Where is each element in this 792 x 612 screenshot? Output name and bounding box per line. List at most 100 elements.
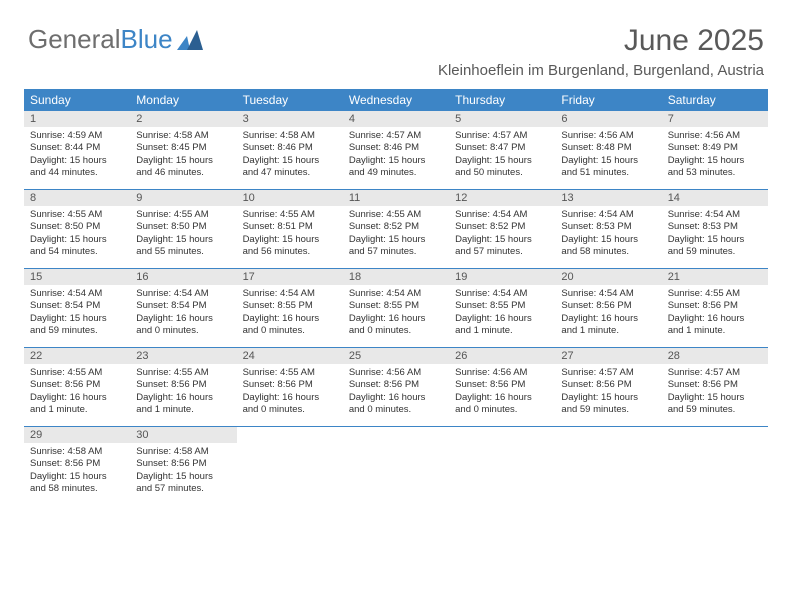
daylight-line: Daylight: 16 hours and 0 minutes. bbox=[243, 313, 337, 338]
sunrise-line: Sunrise: 4:57 AM bbox=[455, 130, 549, 142]
day-cell: 4Sunrise: 4:57 AMSunset: 8:46 PMDaylight… bbox=[343, 111, 449, 189]
logo-icon bbox=[177, 30, 203, 50]
day-cell: 7Sunrise: 4:56 AMSunset: 8:49 PMDaylight… bbox=[662, 111, 768, 189]
sunrise-line: Sunrise: 4:54 AM bbox=[349, 288, 443, 300]
daylight-line: Daylight: 15 hours and 59 minutes. bbox=[30, 313, 124, 338]
daylight-line: Daylight: 15 hours and 57 minutes. bbox=[349, 234, 443, 259]
day-number: 17 bbox=[237, 269, 343, 285]
sunset-line: Sunset: 8:52 PM bbox=[349, 221, 443, 233]
day-cell: 11Sunrise: 4:55 AMSunset: 8:52 PMDayligh… bbox=[343, 190, 449, 268]
weekday-header: Sunday bbox=[24, 89, 130, 111]
day-cell: 5Sunrise: 4:57 AMSunset: 8:47 PMDaylight… bbox=[449, 111, 555, 189]
day-cell: 21Sunrise: 4:55 AMSunset: 8:56 PMDayligh… bbox=[662, 269, 768, 347]
weekday-header: Tuesday bbox=[237, 89, 343, 111]
day-cell-empty bbox=[237, 427, 343, 505]
day-cell: 1Sunrise: 4:59 AMSunset: 8:44 PMDaylight… bbox=[24, 111, 130, 189]
daylight-line: Daylight: 15 hours and 51 minutes. bbox=[561, 155, 655, 180]
day-content: Sunrise: 4:55 AMSunset: 8:52 PMDaylight:… bbox=[343, 206, 449, 262]
sunrise-line: Sunrise: 4:54 AM bbox=[668, 209, 762, 221]
day-number: 30 bbox=[130, 427, 236, 443]
sunrise-line: Sunrise: 4:57 AM bbox=[349, 130, 443, 142]
sunrise-line: Sunrise: 4:56 AM bbox=[455, 367, 549, 379]
day-cell: 6Sunrise: 4:56 AMSunset: 8:48 PMDaylight… bbox=[555, 111, 661, 189]
day-cell: 8Sunrise: 4:55 AMSunset: 8:50 PMDaylight… bbox=[24, 190, 130, 268]
day-content: Sunrise: 4:55 AMSunset: 8:56 PMDaylight:… bbox=[24, 364, 130, 420]
day-content: Sunrise: 4:55 AMSunset: 8:51 PMDaylight:… bbox=[237, 206, 343, 262]
sunset-line: Sunset: 8:56 PM bbox=[30, 379, 124, 391]
daylight-line: Daylight: 15 hours and 59 minutes. bbox=[668, 234, 762, 259]
day-cell: 15Sunrise: 4:54 AMSunset: 8:54 PMDayligh… bbox=[24, 269, 130, 347]
sunset-line: Sunset: 8:56 PM bbox=[349, 379, 443, 391]
day-cell-empty bbox=[343, 427, 449, 505]
day-content: Sunrise: 4:54 AMSunset: 8:54 PMDaylight:… bbox=[130, 285, 236, 341]
title-block: June 2025 Kleinhoeflein im Burgenland, B… bbox=[438, 24, 764, 79]
sunset-line: Sunset: 8:53 PM bbox=[668, 221, 762, 233]
day-number: 9 bbox=[130, 190, 236, 206]
daylight-line: Daylight: 15 hours and 59 minutes. bbox=[668, 392, 762, 417]
day-number: 1 bbox=[24, 111, 130, 127]
sunrise-line: Sunrise: 4:54 AM bbox=[455, 209, 549, 221]
day-number: 12 bbox=[449, 190, 555, 206]
weekday-header: Wednesday bbox=[343, 89, 449, 111]
logo-text-1: General bbox=[28, 24, 121, 55]
day-number: 28 bbox=[662, 348, 768, 364]
sunrise-line: Sunrise: 4:57 AM bbox=[668, 367, 762, 379]
day-cell-empty bbox=[555, 427, 661, 505]
sunset-line: Sunset: 8:47 PM bbox=[455, 142, 549, 154]
sunset-line: Sunset: 8:50 PM bbox=[136, 221, 230, 233]
sunset-line: Sunset: 8:55 PM bbox=[455, 300, 549, 312]
day-content: Sunrise: 4:55 AMSunset: 8:56 PMDaylight:… bbox=[237, 364, 343, 420]
sunrise-line: Sunrise: 4:55 AM bbox=[668, 288, 762, 300]
sunset-line: Sunset: 8:56 PM bbox=[136, 458, 230, 470]
day-content: Sunrise: 4:54 AMSunset: 8:55 PMDaylight:… bbox=[449, 285, 555, 341]
day-cell: 28Sunrise: 4:57 AMSunset: 8:56 PMDayligh… bbox=[662, 348, 768, 426]
daylight-line: Daylight: 15 hours and 49 minutes. bbox=[349, 155, 443, 180]
sunset-line: Sunset: 8:55 PM bbox=[243, 300, 337, 312]
daylight-line: Daylight: 15 hours and 44 minutes. bbox=[30, 155, 124, 180]
day-number: 26 bbox=[449, 348, 555, 364]
daylight-line: Daylight: 16 hours and 1 minute. bbox=[561, 313, 655, 338]
day-content: Sunrise: 4:54 AMSunset: 8:52 PMDaylight:… bbox=[449, 206, 555, 262]
sunset-line: Sunset: 8:56 PM bbox=[243, 379, 337, 391]
day-number: 4 bbox=[343, 111, 449, 127]
day-cell: 10Sunrise: 4:55 AMSunset: 8:51 PMDayligh… bbox=[237, 190, 343, 268]
sunset-line: Sunset: 8:56 PM bbox=[668, 379, 762, 391]
day-content: Sunrise: 4:58 AMSunset: 8:56 PMDaylight:… bbox=[24, 443, 130, 499]
day-cell: 2Sunrise: 4:58 AMSunset: 8:45 PMDaylight… bbox=[130, 111, 236, 189]
day-number: 3 bbox=[237, 111, 343, 127]
sunrise-line: Sunrise: 4:54 AM bbox=[561, 209, 655, 221]
sunrise-line: Sunrise: 4:56 AM bbox=[561, 130, 655, 142]
day-number: 25 bbox=[343, 348, 449, 364]
week-row: 8Sunrise: 4:55 AMSunset: 8:50 PMDaylight… bbox=[24, 190, 768, 269]
sunrise-line: Sunrise: 4:58 AM bbox=[30, 446, 124, 458]
day-cell: 22Sunrise: 4:55 AMSunset: 8:56 PMDayligh… bbox=[24, 348, 130, 426]
sunset-line: Sunset: 8:53 PM bbox=[561, 221, 655, 233]
day-number: 22 bbox=[24, 348, 130, 364]
daylight-line: Daylight: 16 hours and 0 minutes. bbox=[136, 313, 230, 338]
day-cell: 27Sunrise: 4:57 AMSunset: 8:56 PMDayligh… bbox=[555, 348, 661, 426]
sunrise-line: Sunrise: 4:59 AM bbox=[30, 130, 124, 142]
sunrise-line: Sunrise: 4:58 AM bbox=[136, 446, 230, 458]
day-number: 20 bbox=[555, 269, 661, 285]
daylight-line: Daylight: 16 hours and 1 minute. bbox=[30, 392, 124, 417]
day-number: 10 bbox=[237, 190, 343, 206]
day-content: Sunrise: 4:55 AMSunset: 8:56 PMDaylight:… bbox=[130, 364, 236, 420]
sunset-line: Sunset: 8:54 PM bbox=[136, 300, 230, 312]
sunrise-line: Sunrise: 4:54 AM bbox=[455, 288, 549, 300]
day-number: 27 bbox=[555, 348, 661, 364]
day-content: Sunrise: 4:57 AMSunset: 8:56 PMDaylight:… bbox=[662, 364, 768, 420]
week-row: 15Sunrise: 4:54 AMSunset: 8:54 PMDayligh… bbox=[24, 269, 768, 348]
day-number: 24 bbox=[237, 348, 343, 364]
sunrise-line: Sunrise: 4:54 AM bbox=[561, 288, 655, 300]
sunset-line: Sunset: 8:48 PM bbox=[561, 142, 655, 154]
day-cell: 20Sunrise: 4:54 AMSunset: 8:56 PMDayligh… bbox=[555, 269, 661, 347]
sunset-line: Sunset: 8:49 PM bbox=[668, 142, 762, 154]
day-content: Sunrise: 4:55 AMSunset: 8:56 PMDaylight:… bbox=[662, 285, 768, 341]
day-cell: 18Sunrise: 4:54 AMSunset: 8:55 PMDayligh… bbox=[343, 269, 449, 347]
day-number: 21 bbox=[662, 269, 768, 285]
day-content: Sunrise: 4:57 AMSunset: 8:46 PMDaylight:… bbox=[343, 127, 449, 183]
location: Kleinhoeflein im Burgenland, Burgenland,… bbox=[438, 62, 764, 79]
weekday-header: Thursday bbox=[449, 89, 555, 111]
day-number: 8 bbox=[24, 190, 130, 206]
sunrise-line: Sunrise: 4:58 AM bbox=[243, 130, 337, 142]
